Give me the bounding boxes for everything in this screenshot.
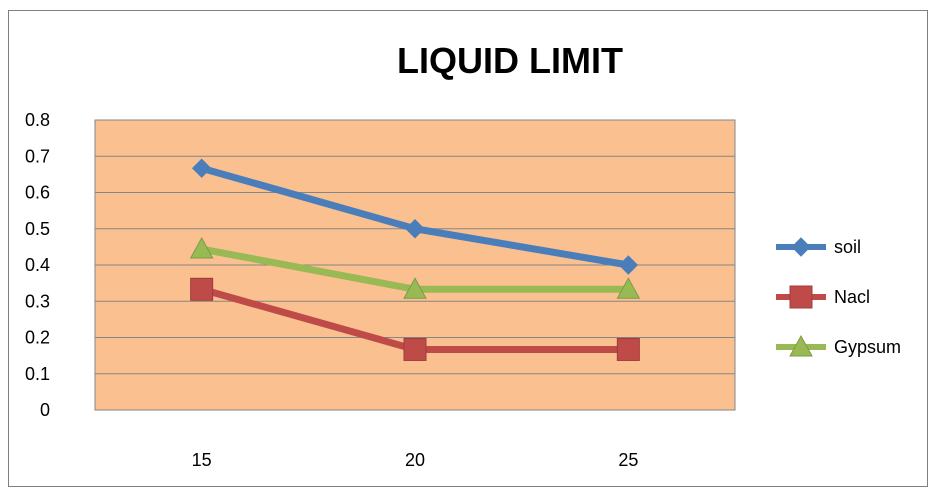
x-tick-label: 20 bbox=[405, 450, 425, 470]
data-point-gypsum bbox=[403, 277, 427, 299]
x-tick-label: 25 bbox=[618, 450, 638, 470]
data-point-nacl bbox=[616, 337, 640, 361]
legend-label-gypsum: Gypsum bbox=[834, 337, 901, 357]
y-tick-label: 0.8 bbox=[25, 110, 50, 130]
y-tick-label: 0.6 bbox=[25, 183, 50, 203]
data-point-gypsum bbox=[189, 237, 214, 259]
y-tick-label: 0.7 bbox=[25, 146, 50, 166]
legend-label-soil: soil bbox=[834, 237, 861, 257]
data-point-nacl bbox=[403, 337, 427, 361]
legend-marker-nacl bbox=[789, 285, 813, 309]
y-tick-label: 0.2 bbox=[25, 328, 50, 348]
legend-label-nacl: Nacl bbox=[834, 287, 870, 307]
data-point-soil bbox=[405, 219, 425, 239]
y-tick-label: 0.4 bbox=[25, 255, 50, 275]
y-tick-label: 0 bbox=[40, 400, 50, 420]
y-tick-label: 0.1 bbox=[25, 364, 50, 384]
chart-title: LIQUID LIMIT bbox=[397, 40, 623, 81]
legend: soil Nacl Gypsum bbox=[776, 237, 901, 357]
legend-marker-gypsum bbox=[789, 334, 813, 357]
data-point-soil bbox=[191, 158, 212, 178]
y-tick-label: 0.5 bbox=[25, 219, 50, 239]
x-tick-label: 15 bbox=[192, 450, 212, 470]
y-tick-label: 0.3 bbox=[25, 291, 50, 311]
axes: 0 0.1 0.2 0.3 0.4 0.5 0.6 0.7 0.8 15 20 25 bbox=[25, 110, 735, 470]
data-point-nacl bbox=[190, 277, 214, 301]
legend-marker-soil bbox=[791, 237, 811, 257]
data-point-gypsum bbox=[616, 277, 641, 299]
data-point-soil bbox=[618, 255, 639, 275]
series-lines bbox=[189, 158, 641, 361]
